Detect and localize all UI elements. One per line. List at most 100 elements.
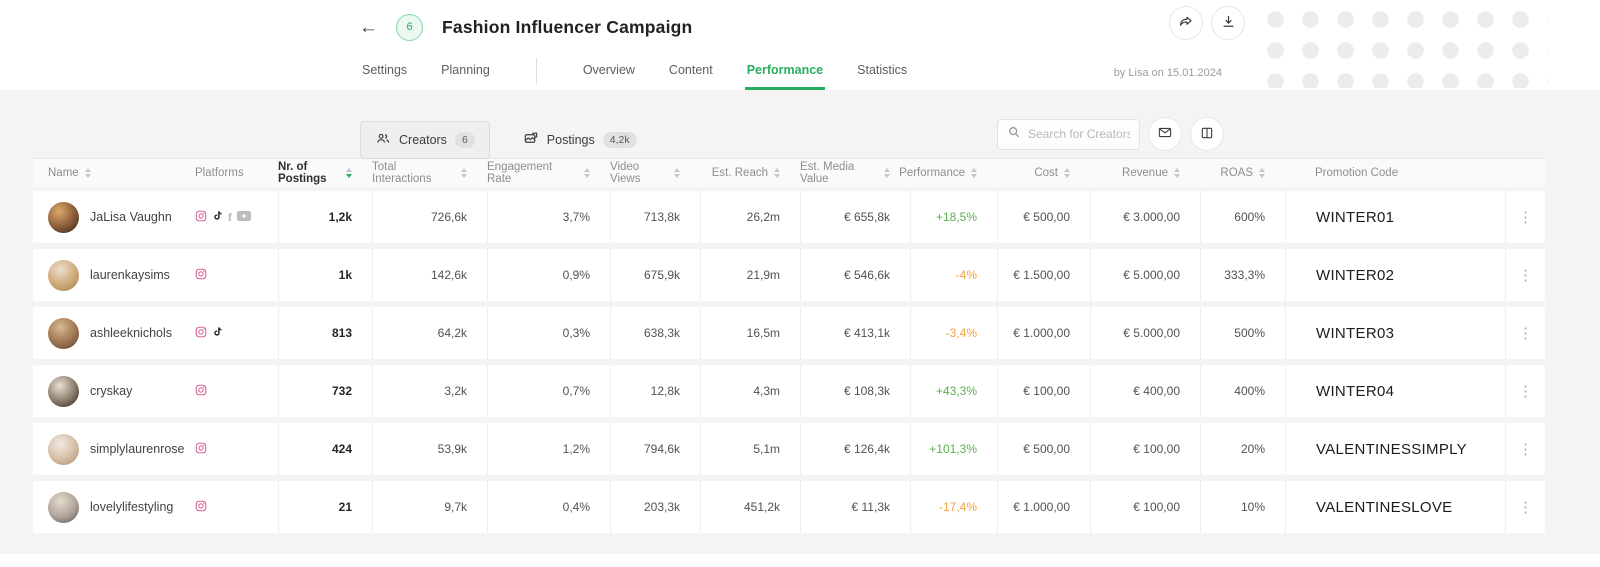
- cell-est-reach: 21,9m: [700, 249, 800, 301]
- creator-row[interactable]: lovelylifestyling 21 9,7k 0,4% 203,3k 45…: [33, 481, 1545, 533]
- creator-name: ashleeknichols: [90, 326, 172, 340]
- tab-content[interactable]: Content: [667, 63, 715, 90]
- creator-row[interactable]: cryskay 732 3,2k 0,7% 12,8k 4,3m € 108,3…: [33, 365, 1545, 417]
- performance-value: +101,3%: [929, 442, 977, 456]
- cell-total-interactions: 3,2k: [372, 365, 487, 417]
- col-header-engagement-rate[interactable]: Engagement Rate: [487, 159, 610, 187]
- campaign-header: ← 6 Fashion Influencer Campaign Settings…: [0, 0, 1600, 90]
- cell-performance: +18,5%: [910, 191, 997, 243]
- cell-cost: € 1.000,00: [997, 307, 1090, 359]
- row-actions-cell: ⋮: [1505, 365, 1545, 417]
- creators-toggle-button[interactable]: Creators 6: [360, 121, 490, 159]
- tab-overview[interactable]: Overview: [581, 63, 637, 90]
- email-report-button[interactable]: [1148, 117, 1182, 151]
- platforms-cell: [195, 307, 278, 359]
- sort-icon[interactable]: [1064, 168, 1070, 178]
- sort-icon[interactable]: [774, 168, 780, 178]
- back-button[interactable]: ←: [359, 16, 378, 38]
- col-header-name[interactable]: Name: [33, 159, 195, 187]
- cell-cost: € 100,00: [997, 365, 1090, 417]
- header-main-row: ← 6 Fashion Influencer Campaign: [0, 0, 1600, 44]
- platforms-cell: f: [195, 191, 278, 243]
- col-header-total-interactions[interactable]: Total Interactions: [372, 159, 487, 187]
- cell-est-media-value: € 126,4k: [800, 423, 910, 475]
- col-header-video-views[interactable]: Video Views: [610, 159, 700, 187]
- cell-est-media-value: € 655,8k: [800, 191, 910, 243]
- cell-performance: +43,3%: [910, 365, 997, 417]
- col-header-est-reach[interactable]: Est. Reach: [700, 159, 800, 187]
- sort-icon[interactable]: [584, 168, 590, 178]
- creator-row[interactable]: laurenkaysims 1k 142,6k 0,9% 675,9k 21,9…: [33, 249, 1545, 301]
- tab-performance[interactable]: Performance: [744, 63, 826, 90]
- creators-group-icon: [375, 131, 391, 149]
- name-cell[interactable]: simplylaurenrose: [33, 423, 195, 475]
- col-header-roas[interactable]: ROAS: [1200, 159, 1285, 187]
- cell-revenue: € 5.000,00: [1090, 249, 1200, 301]
- cell-revenue: € 400,00: [1090, 365, 1200, 417]
- sort-icon[interactable]: [1174, 168, 1180, 178]
- postings-toggle-label: Postings: [546, 133, 595, 147]
- name-cell[interactable]: ashleeknichols: [33, 307, 195, 359]
- creator-row[interactable]: simplylaurenrose 424 53,9k 1,2% 794,6k 5…: [33, 423, 1545, 475]
- tab-statistics[interactable]: Statistics: [855, 63, 909, 90]
- col-header-performance[interactable]: Performance: [899, 159, 997, 187]
- creator-row[interactable]: ashleeknichols 813 64,2k 0,3% 638,3k 16,…: [33, 307, 1545, 359]
- sort-icon[interactable]: [884, 168, 890, 178]
- col-header-est-media-value[interactable]: Est. Media Value: [800, 159, 910, 187]
- postings-toggle-button[interactable]: Postings 4,2k: [508, 121, 652, 159]
- col-header-revenue[interactable]: Revenue: [1090, 159, 1200, 187]
- column-settings-button[interactable]: [1190, 117, 1224, 151]
- sort-icon[interactable]: [461, 168, 467, 178]
- creator-name: simplylaurenrose: [90, 442, 185, 456]
- avatar: [48, 317, 79, 349]
- page-title: Fashion Influencer Campaign: [442, 16, 693, 37]
- sort-icon[interactable]: [674, 168, 680, 178]
- cell-revenue: € 5.000,00: [1090, 307, 1200, 359]
- cell-nr-of-postings: 424: [278, 423, 372, 475]
- sort-icon[interactable]: [84, 168, 91, 178]
- row-menu-button[interactable]: ⋮: [1512, 438, 1539, 461]
- row-actions-cell: ⋮: [1505, 191, 1545, 243]
- table-toolbar: Creators 6 Postings 4,2k: [0, 90, 1600, 159]
- col-header-actions: [1505, 159, 1545, 187]
- name-cell[interactable]: laurenkaysims: [33, 249, 195, 301]
- col-header-nr-of-postings[interactable]: Nr. of Postings: [278, 159, 372, 187]
- row-menu-button[interactable]: ⋮: [1512, 380, 1539, 403]
- name-cell[interactable]: cryskay: [33, 365, 195, 417]
- cell-engagement-rate: 3,7%: [487, 191, 610, 243]
- tab-settings[interactable]: Settings: [360, 63, 409, 90]
- name-cell[interactable]: lovelylifestyling: [33, 481, 195, 533]
- sort-icon[interactable]: [971, 168, 977, 178]
- cell-est-reach: 5,1m: [700, 423, 800, 475]
- share-button[interactable]: [1169, 6, 1203, 40]
- creator-name: cryskay: [90, 384, 133, 398]
- sort-icon-active[interactable]: [346, 168, 352, 178]
- view-toggle: Creators 6 Postings 4,2k: [360, 121, 652, 159]
- cell-engagement-rate: 0,4%: [487, 481, 610, 533]
- search-input[interactable]: [1028, 127, 1130, 141]
- tab-group-divider: [535, 58, 537, 84]
- campaign-tabs: Settings Planning Overview Content Perfo…: [360, 58, 909, 90]
- avatar: [48, 375, 79, 407]
- row-menu-button[interactable]: ⋮: [1512, 496, 1539, 519]
- avatar: [48, 491, 79, 523]
- cell-engagement-rate: 0,3%: [487, 307, 610, 359]
- cell-promotion-code: VALENTINESLOVE: [1285, 481, 1505, 533]
- cell-est-reach: 26,2m: [700, 191, 800, 243]
- row-menu-button[interactable]: ⋮: [1512, 206, 1539, 229]
- name-cell[interactable]: JaLisa Vaughn: [33, 191, 195, 243]
- cell-cost: € 500,00: [997, 191, 1090, 243]
- tab-planning[interactable]: Planning: [439, 63, 492, 90]
- download-button[interactable]: [1211, 6, 1245, 40]
- cell-nr-of-postings: 813: [278, 307, 372, 359]
- cell-roas: 600%: [1200, 191, 1285, 243]
- row-menu-button[interactable]: ⋮: [1512, 322, 1539, 345]
- col-header-cost[interactable]: Cost: [997, 159, 1090, 187]
- col-header-platforms: Platforms: [195, 167, 244, 179]
- postings-gallery-icon: [523, 131, 539, 149]
- sort-icon[interactable]: [1259, 168, 1265, 178]
- avatar: [48, 259, 79, 291]
- creator-row[interactable]: JaLisa Vaughn f 1,2k 726,6k 3,7% 713,8k …: [33, 191, 1545, 243]
- download-icon: [1221, 14, 1236, 32]
- row-menu-button[interactable]: ⋮: [1512, 264, 1539, 287]
